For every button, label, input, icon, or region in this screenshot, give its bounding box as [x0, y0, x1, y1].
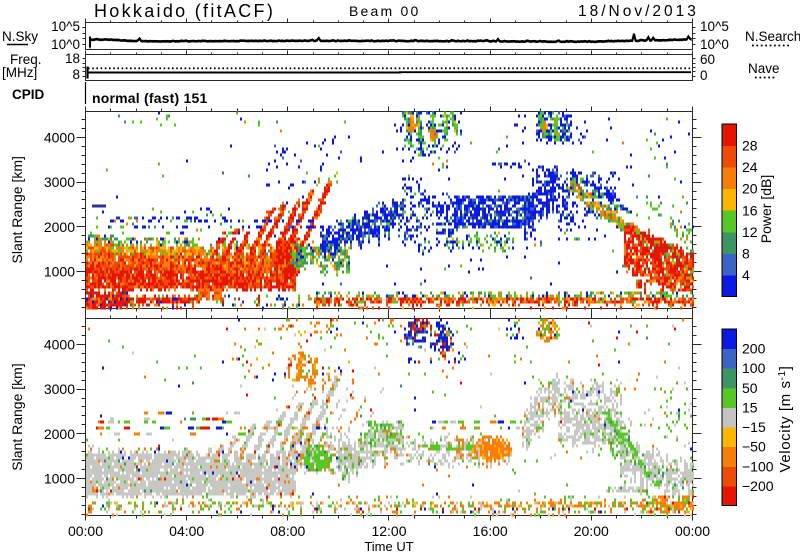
svg-text:12:00: 12:00 — [371, 523, 406, 539]
svg-text:10^5: 10^5 — [700, 19, 729, 34]
svg-text:Velocity [m s-1]: Velocity [m s-1] — [777, 366, 795, 473]
svg-text:1000: 1000 — [44, 264, 75, 280]
svg-text:28: 28 — [742, 138, 758, 154]
svg-text:2000: 2000 — [44, 219, 75, 235]
svg-text:Time UT: Time UT — [364, 539, 413, 554]
svg-text:16: 16 — [742, 202, 758, 218]
svg-text:00:00: 00:00 — [68, 523, 103, 539]
svg-text:12: 12 — [742, 224, 758, 240]
svg-text:Nave: Nave — [748, 61, 780, 76]
svg-text:CPID: CPID — [12, 87, 45, 102]
svg-text:−15: −15 — [742, 419, 766, 435]
svg-text:1000: 1000 — [44, 471, 75, 487]
svg-text:4000: 4000 — [44, 336, 75, 352]
svg-text:Freq.: Freq. — [10, 52, 42, 67]
svg-text:10^0: 10^0 — [51, 37, 80, 52]
svg-text:normal (fast) 151: normal (fast) 151 — [92, 90, 207, 106]
svg-text:50: 50 — [742, 380, 758, 396]
svg-text:10^0: 10^0 — [700, 37, 729, 52]
svg-text:20:00: 20:00 — [574, 523, 609, 539]
svg-text:Slant Range [km]: Slant Range [km] — [9, 363, 25, 470]
svg-text:N.Sky: N.Sky — [2, 29, 38, 44]
svg-text:100: 100 — [742, 360, 766, 376]
svg-text:8: 8 — [742, 246, 750, 262]
svg-text:−50: −50 — [742, 439, 766, 455]
svg-text:18: 18 — [65, 51, 80, 66]
svg-text:3000: 3000 — [44, 174, 75, 190]
svg-text:Hokkaido (fitACF): Hokkaido (fitACF) — [94, 1, 275, 21]
svg-text:16:00: 16:00 — [473, 523, 508, 539]
svg-text:4: 4 — [742, 267, 750, 283]
svg-text:18/Nov/2013: 18/Nov/2013 — [578, 3, 699, 20]
svg-text:15: 15 — [742, 400, 758, 416]
svg-text:3000: 3000 — [44, 381, 75, 397]
svg-text:Beam 00: Beam 00 — [349, 3, 420, 19]
svg-text:2000: 2000 — [44, 426, 75, 442]
svg-text:−100: −100 — [742, 458, 774, 474]
svg-text:08:00: 08:00 — [270, 523, 305, 539]
svg-text:04:00: 04:00 — [169, 523, 204, 539]
svg-text:Slant Range [km]: Slant Range [km] — [9, 156, 25, 263]
svg-text:Power [dB]: Power [dB] — [758, 175, 774, 243]
svg-text:[MHz]: [MHz] — [2, 65, 37, 80]
svg-text:N.Search: N.Search — [745, 29, 800, 44]
svg-text:00:00: 00:00 — [675, 523, 710, 539]
svg-text:20: 20 — [742, 181, 758, 197]
svg-text:10^5: 10^5 — [51, 19, 80, 34]
svg-text:−200: −200 — [742, 478, 774, 494]
svg-text:24: 24 — [742, 159, 758, 175]
svg-text:60: 60 — [700, 52, 715, 67]
svg-text:4000: 4000 — [44, 129, 75, 145]
svg-text:200: 200 — [742, 341, 766, 357]
svg-text:0: 0 — [700, 68, 708, 83]
svg-text:8: 8 — [72, 67, 80, 82]
